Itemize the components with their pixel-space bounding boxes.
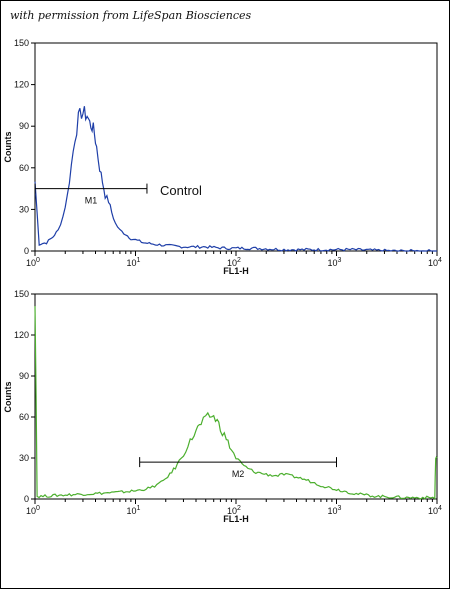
x-tick-label: 101: [127, 505, 141, 516]
x-tick-label: 102: [227, 257, 241, 268]
x-tick-label: 104: [428, 505, 442, 516]
y-tick-label: 120: [14, 330, 29, 340]
y-ticks-top: 0 30 60 90 120 150: [14, 38, 35, 256]
y-tick-label: 30: [19, 453, 29, 463]
y-axis-label-bottom: Counts: [3, 382, 13, 413]
y-tick-label: 0: [24, 494, 29, 504]
x-tick-label: 100: [26, 505, 40, 516]
series-line-bottom: [34, 306, 438, 500]
x-tick-label: 103: [328, 257, 342, 268]
y-axis-label-top: Counts: [3, 132, 13, 163]
y-tick-label: 150: [14, 289, 29, 299]
y-tick-label: 150: [14, 38, 29, 48]
x-tick-label: 102: [227, 505, 241, 516]
control-annotation: Control: [160, 183, 202, 198]
x-axis-label-bottom: FL1-H: [223, 514, 249, 524]
chart-top: 0 30 60 90 120 150 100 101 102 103 104 Counts FL1…: [3, 38, 442, 276]
y-tick-label: 120: [14, 80, 29, 90]
y-tick-label: 30: [19, 204, 29, 214]
plot-area-top: [34, 42, 438, 252]
x-tick-label: 101: [127, 257, 141, 268]
plot-area-bottom: [34, 293, 438, 500]
gate-marker-bottom: M2: [139, 457, 337, 479]
y-tick-label: 90: [19, 121, 29, 131]
gate-marker-top: M1: [34, 183, 148, 206]
x-tick-label: 103: [328, 505, 342, 516]
x-ticks-top: 100 101 102 103 104: [26, 251, 442, 268]
y-tick-label: 0: [24, 246, 29, 256]
y-tick-label: 90: [19, 371, 29, 381]
y-tick-label: 60: [19, 163, 29, 173]
x-tick-label: 104: [428, 257, 442, 268]
x-ticks-bottom: 100 101 102 103 104: [26, 499, 442, 516]
x-tick-label: 100: [26, 257, 40, 268]
x-axis-label-top: FL1-H: [223, 266, 249, 276]
y-tick-label: 60: [19, 412, 29, 422]
gate-marker-label-bottom: M2: [232, 469, 245, 479]
gate-marker-label-top: M1: [85, 196, 98, 206]
credit-text: with permission from LifeSpan Bioscience…: [10, 9, 252, 22]
y-ticks-bottom: 0 30 60 90 120 150: [14, 289, 35, 504]
chart-bottom: 0 30 60 90 120 150 100 101 102 103 104 Counts FL1…: [3, 289, 442, 524]
series-line-top: [34, 106, 437, 252]
